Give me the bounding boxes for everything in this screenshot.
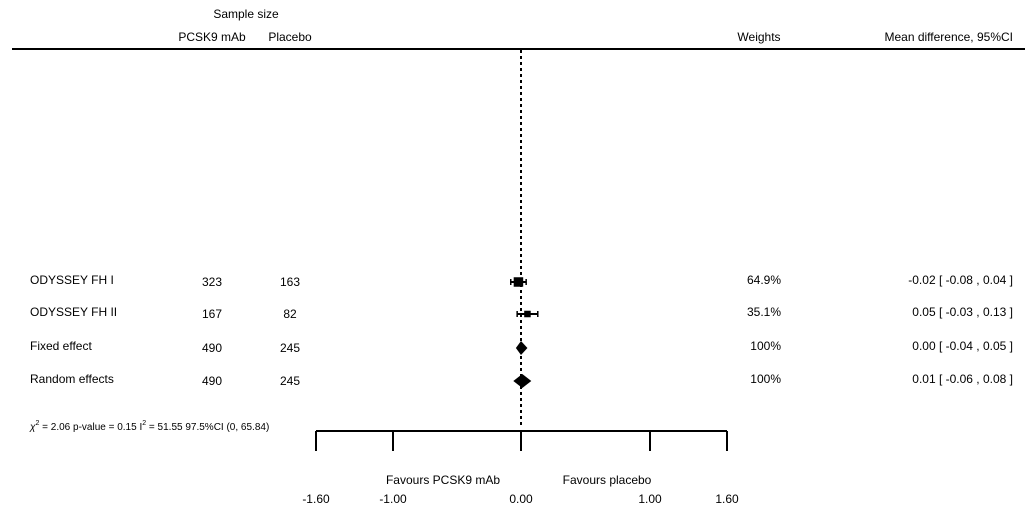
favours-right-label: Favours placebo [563,473,652,487]
pooled-estimate-diamond [513,374,532,388]
study-name: Fixed effect [30,339,92,353]
x-axis-tick-label: -1.00 [379,492,407,506]
sample-size-pcsk9: 167 [202,307,222,321]
column-header-placebo: Placebo [268,30,312,44]
sample-size-placebo: 245 [280,374,300,388]
mean-difference-ci: 0.01 [ -0.06 , 0.08 ] [912,372,1013,386]
study-row: Random effects 490 245 100% 0.01 [ -0.06 , 0… [30,372,1013,388]
x-axis-tick-label: 0.00 [509,492,533,506]
column-header-pcsk9: PCSK9 mAb [178,30,246,44]
study-weight: 35.1% [747,305,781,319]
pooled-estimate-diamond [515,341,528,355]
x-axis-tick-label: 1.60 [715,492,739,506]
study-weight: 100% [750,339,781,353]
mean-difference-ci: 0.00 [ -0.04 , 0.05 ] [912,339,1013,353]
study-weight: 100% [750,372,781,386]
mean-difference-ci: 0.05 [ -0.03 , 0.13 ] [912,305,1013,319]
column-header-mean-difference: Mean difference, 95%CI [884,30,1013,44]
x-axis-tick-label: 1.00 [638,492,662,506]
study-rows: ODYSSEY FH I 323 163 64.9% -0.02 [ -0.08 , 0… [30,273,1013,388]
sample-size-pcsk9: 323 [202,275,222,289]
point-estimate-square [513,277,524,287]
study-row: ODYSSEY FH II 167 82 35.1% 0.05 [ -0.03 , 0.… [30,305,1013,321]
sample-size-label: Sample size [213,7,279,21]
point-estimate-square [524,310,531,318]
sample-size-pcsk9: 490 [202,341,222,355]
heterogeneity-stats: χ2 = 2.06 p-value = 0.15 I2 = 51.55 97.5… [29,420,269,433]
sample-size-placebo: 163 [280,275,300,289]
study-weight: 64.9% [747,273,781,287]
study-name: ODYSSEY FH I [30,273,114,287]
study-name: Random effects [30,372,114,386]
mean-difference-ci: -0.02 [ -0.08 , 0.04 ] [908,273,1013,287]
favours-left-label: Favours PCSK9 mAb [386,473,500,487]
study-row: ODYSSEY FH I 323 163 64.9% -0.02 [ -0.08 , 0… [30,273,1013,289]
study-row: Fixed effect 490 245 100% 0.00 [ -0.04 , 0.0… [30,339,1013,355]
sample-size-placebo: 82 [283,307,297,321]
column-header-weights: Weights [737,30,780,44]
sample-size-pcsk9: 490 [202,374,222,388]
study-name: ODYSSEY FH II [30,305,117,319]
x-axis-tick-label: -1.60 [302,492,330,506]
x-axis: -1.60 -1.00 0.00 1.00 1.60 [302,430,739,506]
sample-size-placebo: 245 [280,341,300,355]
